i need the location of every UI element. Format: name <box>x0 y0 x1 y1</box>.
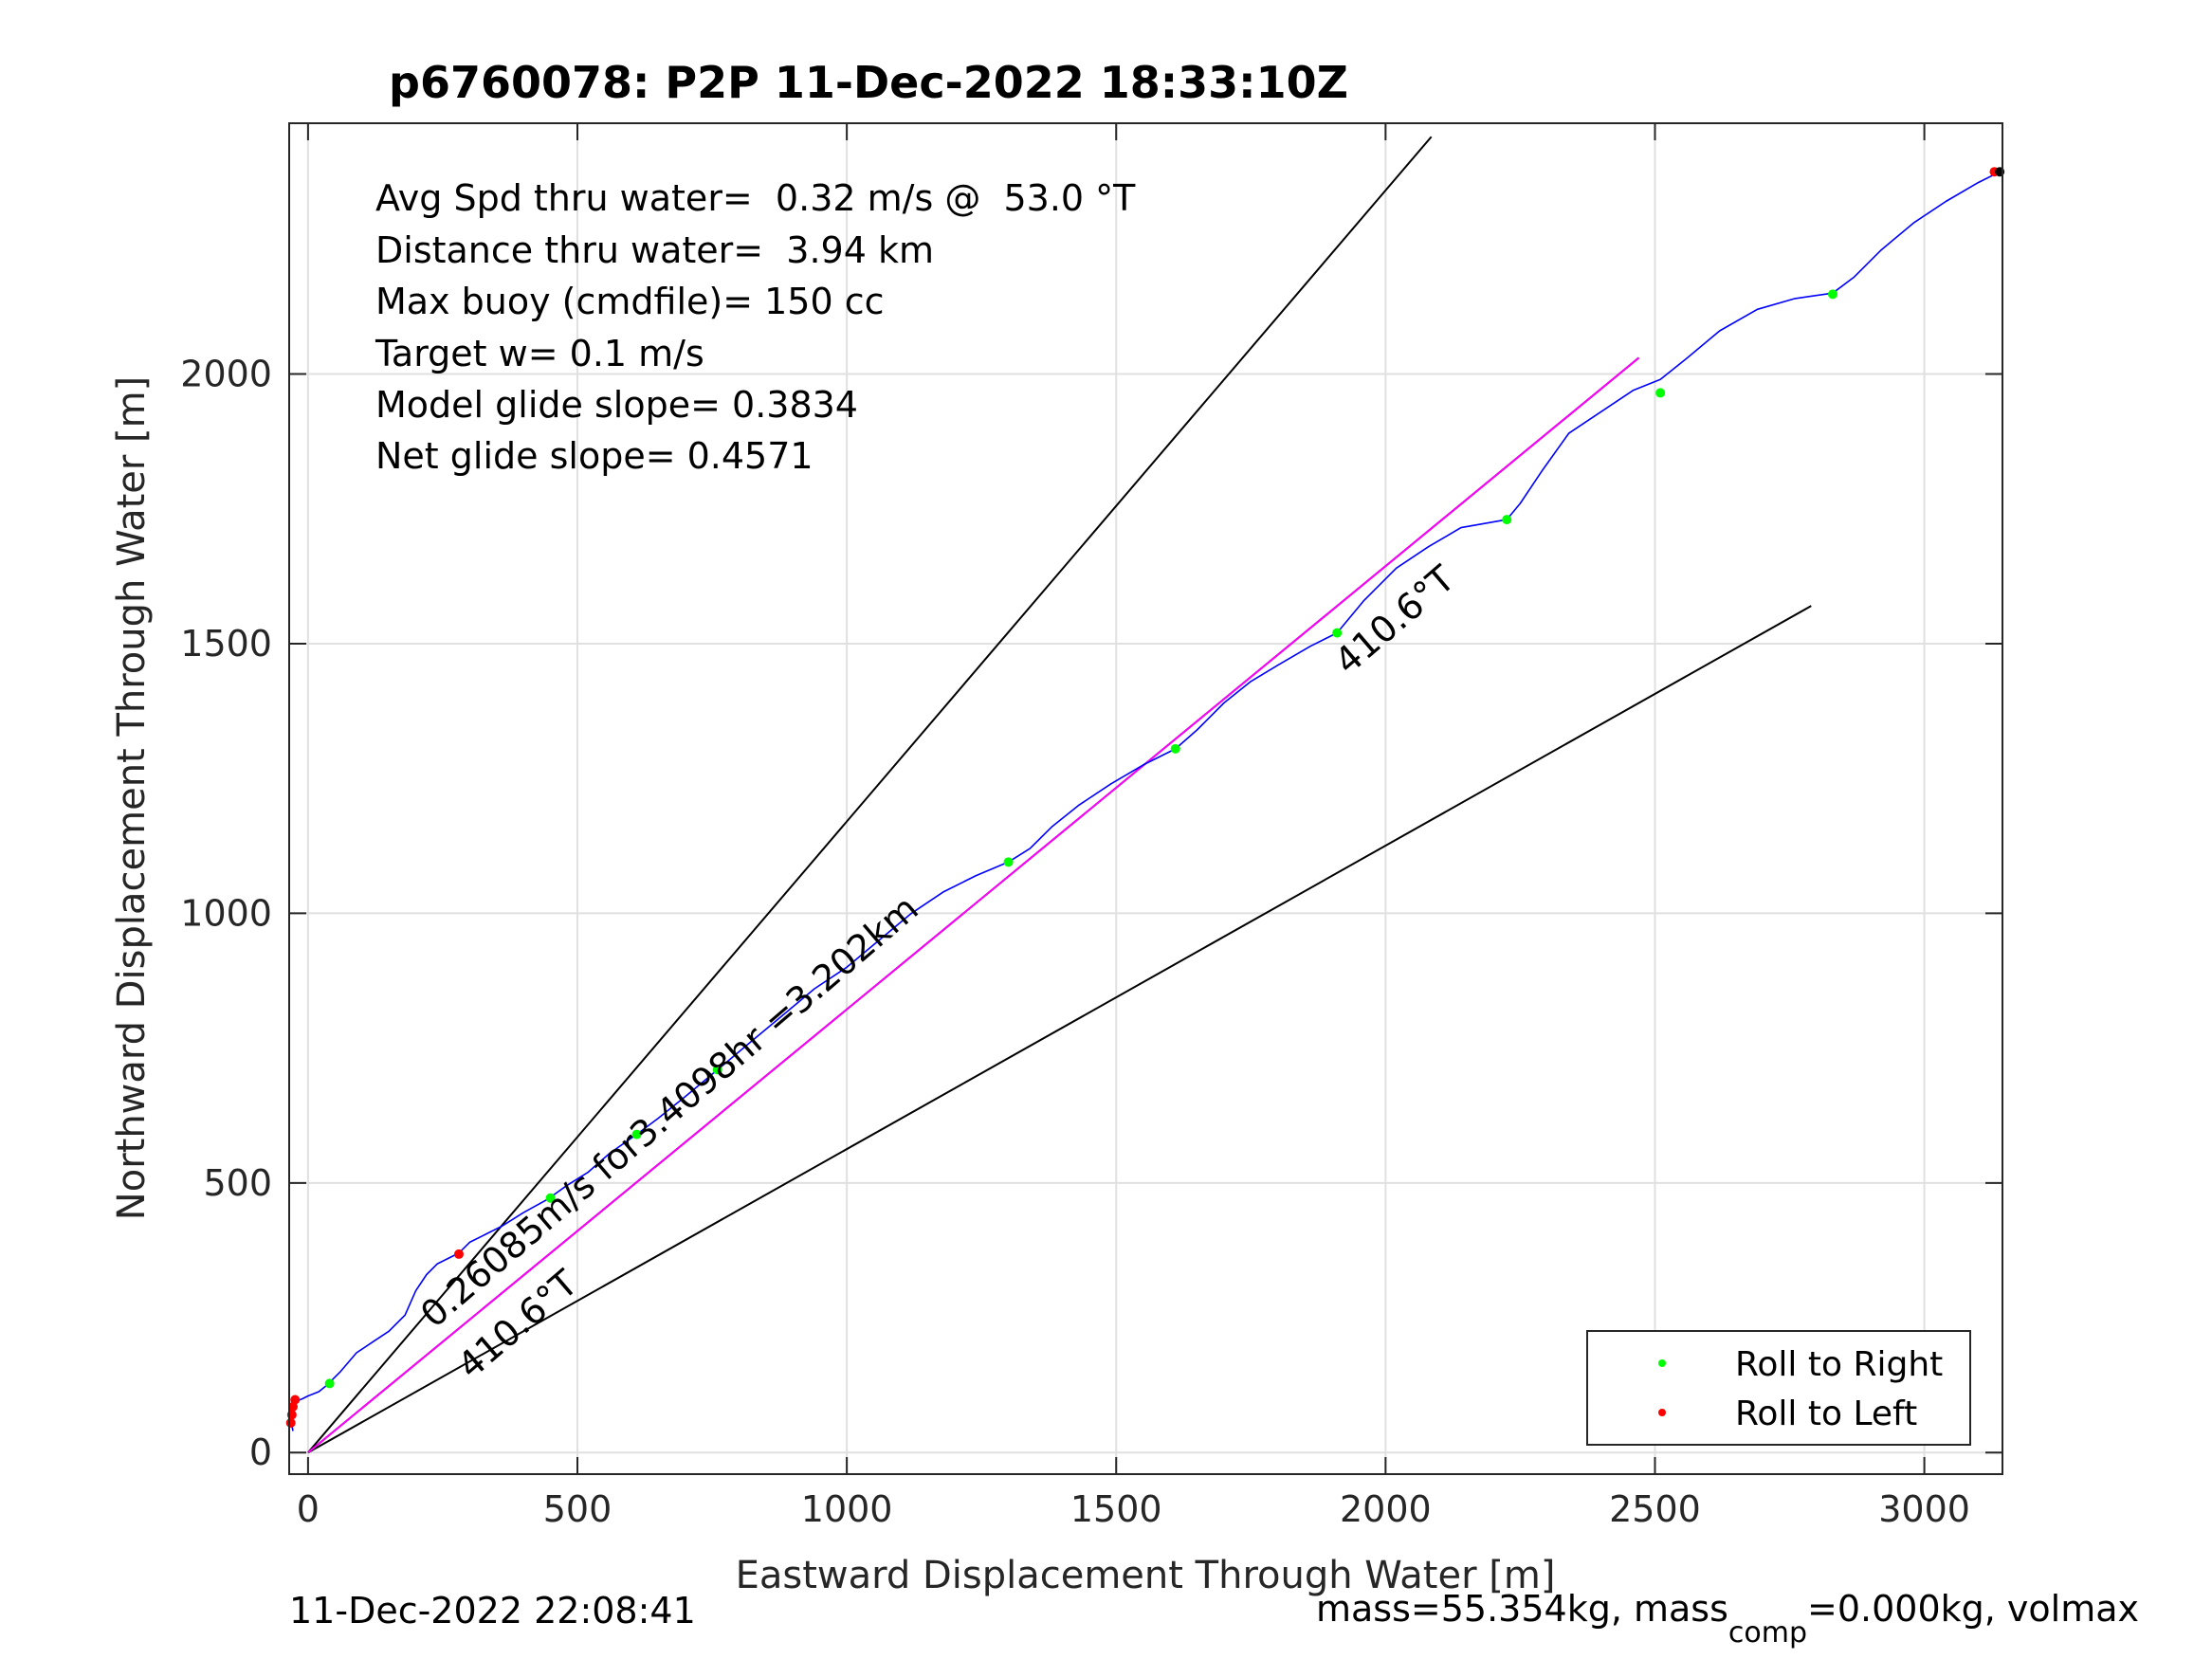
legend-roll-right-marker <box>1658 1359 1666 1367</box>
y-tick-marks <box>289 373 2002 1454</box>
roll-right-point <box>1828 289 1838 300</box>
y-tick-label: 0 <box>249 1431 272 1473</box>
x-tick-label: 500 <box>543 1488 612 1530</box>
roll-right-point <box>1332 628 1343 638</box>
track-layer <box>289 171 2001 1431</box>
roll-left-point <box>290 1395 301 1405</box>
y-axis-label: Northward Displacement Through Water [m] <box>110 376 154 1220</box>
plot-area <box>289 123 2002 1474</box>
roll-right-point <box>545 1193 556 1203</box>
track-line <box>289 171 2001 1431</box>
roll-left-point <box>285 1417 296 1428</box>
footer-mass: mass=55.354kg, masscomp=0.000kg, volmax <box>1316 1588 2139 1650</box>
roll-right-point <box>631 1129 642 1139</box>
legend: Roll to Right Roll to Left <box>1586 1330 1971 1446</box>
y-tick-label: 1500 <box>180 623 272 665</box>
footer-timestamp: 11-Dec-2022 22:08:41 <box>289 1590 696 1632</box>
y-tick-label: 1000 <box>180 892 272 934</box>
legend-roll-right-label: Roll to Right <box>1735 1345 1943 1384</box>
reference-line <box>307 136 1433 1453</box>
roll-left-point <box>453 1249 464 1259</box>
footer-mass-subscript: comp <box>1728 1616 1807 1650</box>
x-tick-label: 1000 <box>801 1488 893 1530</box>
x-tick-label: 0 <box>297 1488 320 1530</box>
grid-lines <box>289 123 2002 1474</box>
roll-right-point <box>1502 515 1512 525</box>
stats-annotation: Avg Spd thru water= 0.32 m/s @ 53.0 °T D… <box>375 177 1136 477</box>
y-tick-label: 2000 <box>180 354 272 395</box>
roll-right-point <box>1655 388 1666 398</box>
legend-roll-left-marker <box>1658 1409 1666 1416</box>
annotation-max-buoy: Max buoy (cmdfile)= 150 cc <box>375 281 885 322</box>
x-tick-marks <box>306 123 1926 1474</box>
x-tick-label: 2500 <box>1609 1488 1701 1530</box>
roll-right-point <box>324 1378 335 1389</box>
reference-line <box>307 605 1812 1454</box>
legend-box <box>1586 1330 1971 1446</box>
plot-frame <box>288 122 2003 1475</box>
roll-right-point <box>712 1065 722 1075</box>
x-tick-label: 1500 <box>1070 1488 1162 1530</box>
annotation-avg-speed: Avg Spd thru water= 0.32 m/s @ 53.0 °T <box>375 177 1136 219</box>
x-axis-label: Eastward Displacement Through Water [m] <box>736 1554 1556 1597</box>
annotation-distance: Distance thru water= 3.94 km <box>375 229 934 271</box>
legend-roll-left-label: Roll to Left <box>1735 1395 1917 1433</box>
y-tick-label: 500 <box>203 1162 272 1204</box>
footer-mass-prefix: mass=55.354kg, mass <box>1316 1588 1728 1630</box>
x-tick-labels: 0 500 1000 1500 2000 2500 3000 <box>297 1488 1970 1530</box>
roll-right-point <box>1003 857 1014 867</box>
roll-right-point <box>1170 743 1180 754</box>
y-tick-labels: 0 500 1000 1500 2000 <box>180 354 272 1474</box>
annotation-net-glide: Net glide slope= 0.4571 <box>375 435 814 477</box>
footer-mass-suffix: =0.000kg, volmax <box>1807 1588 2139 1630</box>
roll-points <box>285 167 2005 1428</box>
annotation-model-glide: Model glide slope= 0.3834 <box>375 384 858 426</box>
chart-title: p6760078: P2P 11-Dec-2022 18:33:10Z <box>389 57 1348 108</box>
reference-line <box>307 356 1640 1454</box>
reference-lines <box>307 136 1812 1454</box>
x-tick-label: 3000 <box>1878 1488 1970 1530</box>
annotation-target-w: Target w= 0.1 m/s <box>375 333 704 374</box>
x-tick-label: 2000 <box>1340 1488 1432 1530</box>
